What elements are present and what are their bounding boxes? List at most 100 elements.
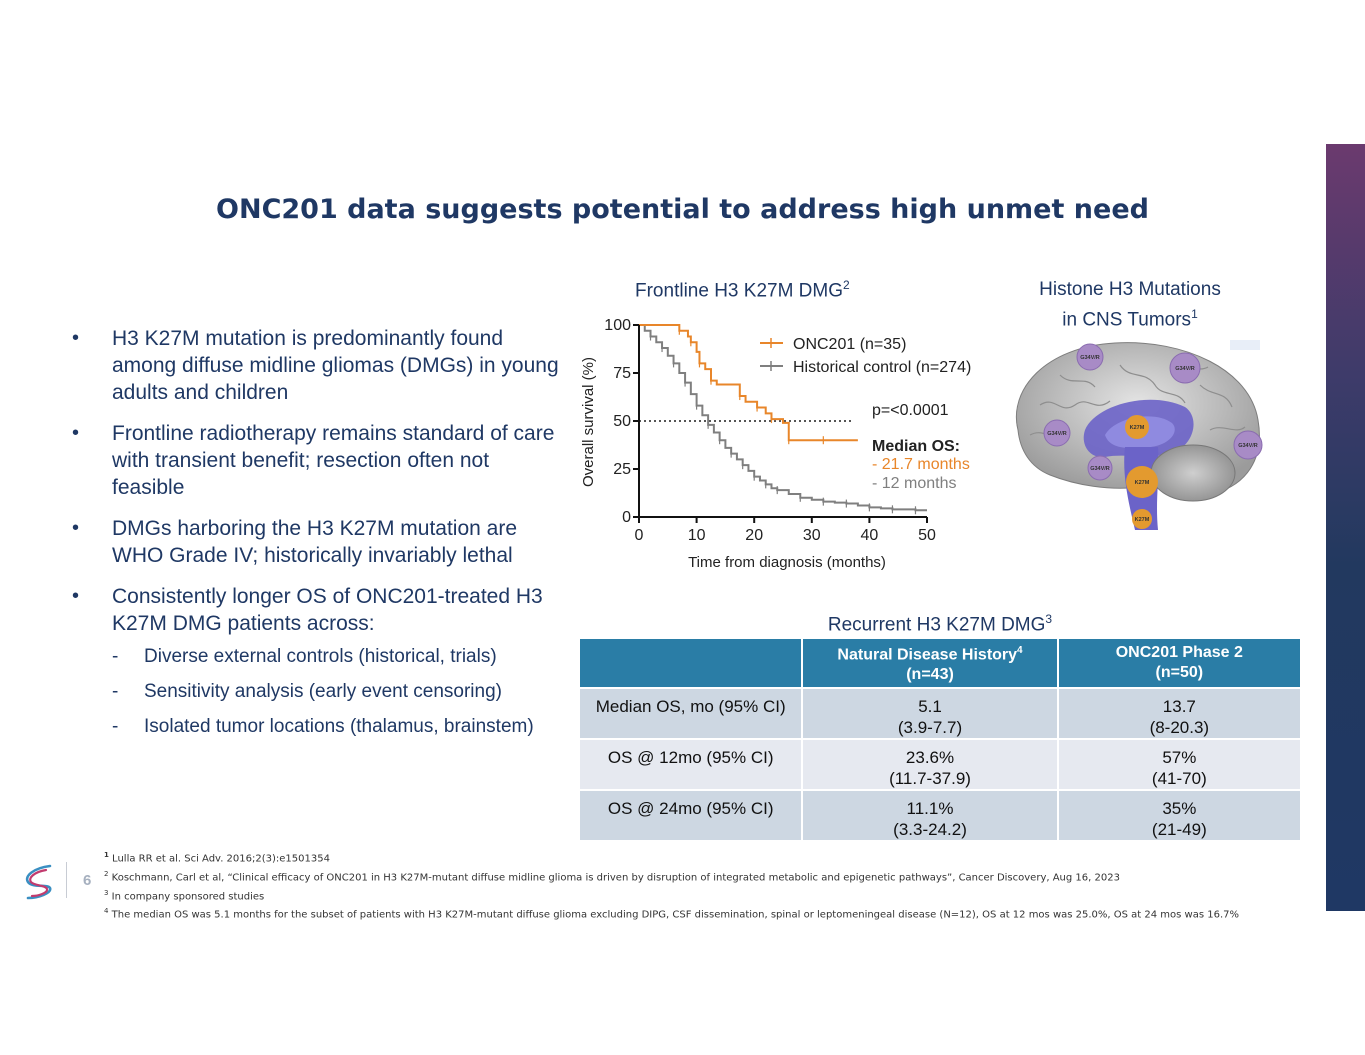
cell-ci: (3.3-24.2) [893,820,967,839]
row-label: Median OS, mo (95% CI) [577,687,804,740]
cell-value: 11.1% [906,799,954,818]
footnote-text: Lulla RR et al. Sci Adv. 2016;2(3):e1501… [108,853,330,865]
table-cell: 5.1 (3.9-7.7) [801,687,1059,740]
footnote-sup: 3 [104,888,109,897]
y-axis-label: Overall survival (%) [580,357,597,487]
sub-bullet-marker: - [112,716,119,737]
legend-label-control: Historical control (n=274) [793,359,971,376]
x-tick-label: 40 [861,527,879,544]
cell-ci: (11.7-37.9) [889,769,971,788]
sub-bullet-item: - Sensitivity analysis (early event cens… [112,680,562,704]
bullet-item: • DMGs harboring the H3 K27M mutation ar… [72,515,562,569]
bullet-item: • Frontline radiotherapy remains standar… [72,420,562,501]
y-tick-label: 50 [613,413,631,430]
cell-ci: (3.9-7.7) [897,718,963,737]
brain-panel-title: Histone H3 Mutations in CNS Tumors1 [1000,278,1260,332]
cell-value: 5.1 [918,697,942,716]
footnote: 1 Lulla RR et al. Sci Adv. 2016;2(3):e15… [104,848,1239,867]
bullet-text: H3 K27M mutation is predominantly found … [112,327,559,404]
sub-bullet-item: - Isolated tumor locations (thalamus, br… [112,715,562,739]
table-cell: 13.7 (8-20.3) [1056,687,1303,740]
thalamus-k27m-marker [1125,415,1149,439]
brainstem-k27m-marker [1126,466,1158,498]
median-os-onc201: - 21.7 months [872,456,970,473]
mutation-label: G34V/R [1080,355,1100,361]
footnote: 3 In company sponsored studies [104,886,1239,905]
table-title-text: Recurrent H3 K27M DMG [827,614,1046,636]
mutation-label: G34V/R [1238,443,1258,449]
brain-illustration: G34V/R G34V/R G34V/R K27M G34V/R G34V/R … [1016,340,1263,530]
brain-title-line1: Histone H3 Mutations [1039,279,1221,300]
mutation-label: K27M [1130,425,1145,431]
y-tick-label: 25 [613,461,631,478]
p-value-annotation: p=<0.0001 [872,402,949,419]
bullet-item: • H3 K27M mutation is predominantly foun… [72,325,562,406]
header-line2: (n=50) [1155,664,1204,681]
recurrent-os-table: Natural Disease History4 (n=43) ONC201 P… [577,637,1303,842]
legend-label-onc201: ONC201 (n=35) [793,336,906,353]
y-tick-label: 100 [604,317,631,334]
table-header-row: Natural Disease History4 (n=43) ONC201 P… [577,637,1303,689]
footnote-text: Koschmann, Carl et al, “Clinical efficac… [108,872,1120,884]
row-label: OS @ 12mo (95% CI) [577,738,804,791]
page-number: 6 [83,872,92,889]
bullet-text: Consistently longer OS of ONC201-treated… [112,585,543,635]
bullet-item: • Consistently longer OS of ONC201-treat… [72,583,562,637]
table-row: OS @ 24mo (95% CI) 11.1% (3.3-24.2) 35% (2… [577,789,1303,842]
table-row: Median OS, mo (95% CI) 5.1 (3.9-7.7) 13.7… [577,687,1303,740]
bullet-text: Frontline radiotherapy remains standard … [112,422,555,499]
page-title: ONC201 data suggests potential to addres… [216,194,1149,225]
median-os-label: Median OS: [872,438,960,455]
cell-value: 23.6% [905,748,955,767]
mutation-label: G34V/R [1090,466,1110,472]
cell-ci: (41-70) [1151,769,1207,788]
x-tick-label: 20 [745,527,763,544]
table-cell: 23.6% (11.7-37.9) [801,738,1059,791]
header-line2: (n=43) [906,666,954,684]
cell-ci: (21-49) [1151,820,1207,839]
bullet-marker: • [72,585,80,607]
y-tick-label: 0 [622,509,631,526]
cell-value: 35% [1162,799,1197,818]
sub-bullet-item: - Diverse external controls (historical,… [112,645,562,669]
x-tick-label: 30 [803,527,821,544]
table-row: OS @ 12mo (95% CI) 23.6% (11.7-37.9) 57% (… [577,738,1303,791]
company-logo-icon [25,864,52,900]
footnote-sup: 1 [104,851,109,859]
cerebellum-shape [1150,444,1236,502]
table-header-onc201: ONC201 Phase 2 (n=50) [1056,637,1303,689]
table-header-natural-history: Natural Disease History4 (n=43) [801,637,1059,689]
footnote-text: The median OS was 5.1 months for the sub… [108,909,1240,921]
footnotes: 1 Lulla RR et al. Sci Adv. 2016;2(3):e15… [104,848,1239,923]
bullet-marker: • [72,327,80,349]
footnote-sup: 4 [104,907,109,916]
bullet-list: • H3 K27M mutation is predominantly foun… [72,325,562,750]
image-edge [1230,340,1260,350]
chart-title-sup: 2 [843,278,850,292]
footnote-text: In company sponsored studies [108,890,265,902]
bullet-marker: • [72,422,80,444]
sub-bullet-text: Isolated tumor locations (thalamus, brai… [144,716,534,737]
brain-title-line2: in CNS Tumors [1062,309,1192,331]
bullet-marker: • [72,517,80,539]
row-label: OS @ 24mo (95% CI) [577,789,804,842]
chart-title: Frontline H3 K27M DMG2 [635,278,850,302]
x-axis-label: Time from diagnosis (months) [688,554,886,571]
y-tick-label: 75 [613,365,631,382]
cell-ci: (8-20.3) [1149,718,1210,737]
g34-markers [1043,343,1263,481]
table-cell: 35% (21-49) [1056,789,1303,842]
table-cell: 57% (41-70) [1056,738,1303,791]
x-tick-label: 10 [688,527,706,544]
median-os-control: - 12 months [872,475,956,492]
footnote: 2 Koschmann, Carl et al, “Clinical effic… [104,867,1239,886]
cell-value: 13.7 [1162,697,1196,716]
table-title: Recurrent H3 K27M DMG3 [578,612,1302,636]
sub-bullet-marker: - [112,646,119,667]
header-line1: ONC201 Phase 2 [1115,644,1243,661]
bullet-text: DMGs harboring the H3 K27M mutation are … [112,517,518,567]
x-tick-label: 50 [918,527,936,544]
logo-divider [66,862,67,898]
side-accent-bar [1326,144,1365,911]
table-cell: 11.1% (3.3-24.2) [801,789,1059,842]
